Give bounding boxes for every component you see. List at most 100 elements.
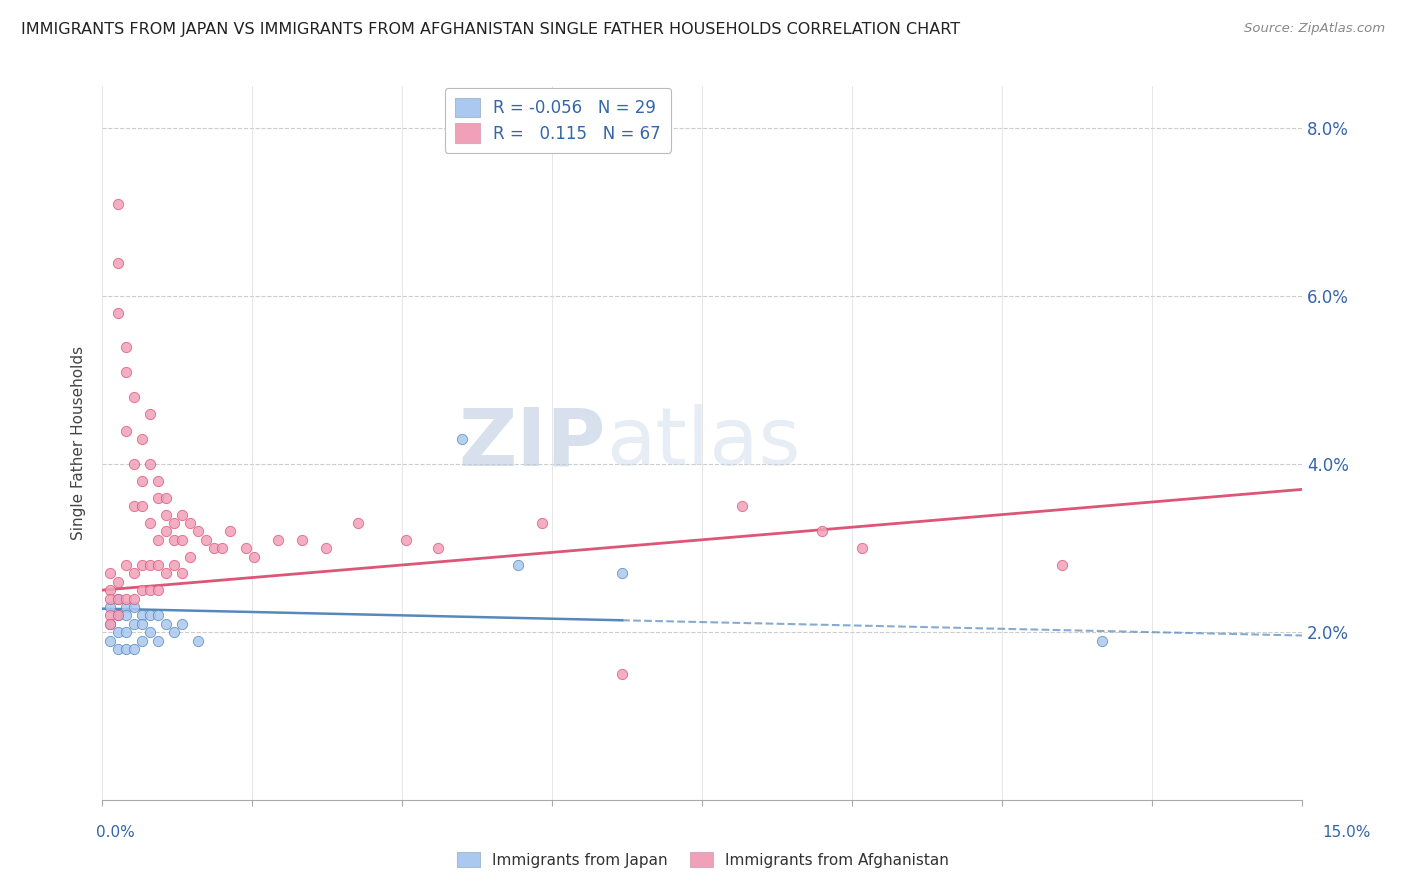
Point (131, 583, 153, 598)
Text: 15.0%: 15.0% (1323, 825, 1371, 840)
Point (427, 541, 450, 556)
Point (148, 533, 170, 547)
Point (155, 491, 177, 505)
Point (195, 533, 218, 547)
Point (148, 633, 170, 648)
Point (98, 608, 121, 623)
Point (139, 457, 162, 471)
Text: 0.0%: 0.0% (96, 825, 135, 840)
Point (172, 566, 194, 581)
Point (131, 474, 153, 488)
Point (131, 633, 153, 648)
Point (107, 625, 129, 640)
Text: ZIP: ZIP (458, 404, 606, 483)
Text: atlas: atlas (606, 404, 800, 483)
Point (122, 499, 145, 513)
Point (131, 558, 153, 572)
Point (172, 533, 194, 547)
Point (107, 642, 129, 657)
Point (155, 524, 177, 539)
Legend: R = -0.056   N = 29, R =   0.115   N = 67: R = -0.056 N = 29, R = 0.115 N = 67 (446, 87, 671, 153)
Point (148, 608, 170, 623)
Point (148, 474, 170, 488)
Point (115, 591, 138, 606)
Point (122, 599, 145, 614)
Point (115, 625, 138, 640)
Point (187, 633, 209, 648)
Point (148, 558, 170, 572)
Point (115, 608, 138, 623)
Point (107, 591, 129, 606)
Point (610, 667, 633, 681)
Point (139, 407, 162, 421)
Point (179, 516, 201, 530)
Point (122, 566, 145, 581)
Point (122, 642, 145, 657)
Point (131, 608, 153, 623)
Point (155, 616, 177, 631)
Point (122, 390, 145, 404)
Point (131, 616, 153, 631)
Point (267, 533, 290, 547)
Point (243, 549, 266, 564)
Legend: Immigrants from Japan, Immigrants from Afghanistan: Immigrants from Japan, Immigrants from A… (450, 846, 956, 873)
Point (98, 591, 121, 606)
Point (610, 566, 633, 581)
Point (98, 566, 121, 581)
Point (98, 599, 121, 614)
Point (315, 541, 337, 556)
Point (107, 608, 129, 623)
Point (508, 558, 530, 572)
Point (107, 574, 129, 589)
Point (148, 583, 170, 598)
Point (148, 491, 170, 505)
Point (155, 508, 177, 522)
Point (451, 432, 474, 446)
Point (163, 516, 186, 530)
Point (172, 508, 194, 522)
Point (98, 616, 121, 631)
Point (107, 608, 129, 623)
Point (98, 633, 121, 648)
Point (115, 340, 138, 354)
Y-axis label: Single Father Households: Single Father Households (72, 346, 86, 541)
Point (122, 457, 145, 471)
Point (131, 432, 153, 446)
Point (107, 306, 129, 320)
Point (107, 591, 129, 606)
Point (531, 516, 554, 530)
Point (219, 524, 242, 539)
Point (731, 499, 754, 513)
Point (395, 533, 418, 547)
Text: IMMIGRANTS FROM JAPAN VS IMMIGRANTS FROM AFGHANISTAN SINGLE FATHER HOUSEHOLDS CO: IMMIGRANTS FROM JAPAN VS IMMIGRANTS FROM… (21, 22, 960, 37)
Point (291, 533, 314, 547)
Point (98, 616, 121, 631)
Point (211, 541, 233, 556)
Point (139, 558, 162, 572)
Point (163, 533, 186, 547)
Point (139, 625, 162, 640)
Point (179, 549, 201, 564)
Text: Source: ZipAtlas.com: Source: ZipAtlas.com (1244, 22, 1385, 36)
Point (98, 583, 121, 598)
Point (163, 558, 186, 572)
Point (115, 558, 138, 572)
Point (235, 541, 257, 556)
Point (122, 616, 145, 631)
Point (115, 599, 138, 614)
Point (202, 541, 225, 556)
Point (851, 541, 873, 556)
Point (139, 516, 162, 530)
Point (172, 616, 194, 631)
Point (347, 516, 370, 530)
Point (115, 424, 138, 438)
Point (139, 583, 162, 598)
Point (131, 499, 153, 513)
Point (115, 642, 138, 657)
Point (107, 197, 129, 211)
Point (155, 566, 177, 581)
Point (1050, 558, 1073, 572)
Point (107, 255, 129, 269)
Point (187, 524, 209, 539)
Point (1091, 633, 1114, 648)
